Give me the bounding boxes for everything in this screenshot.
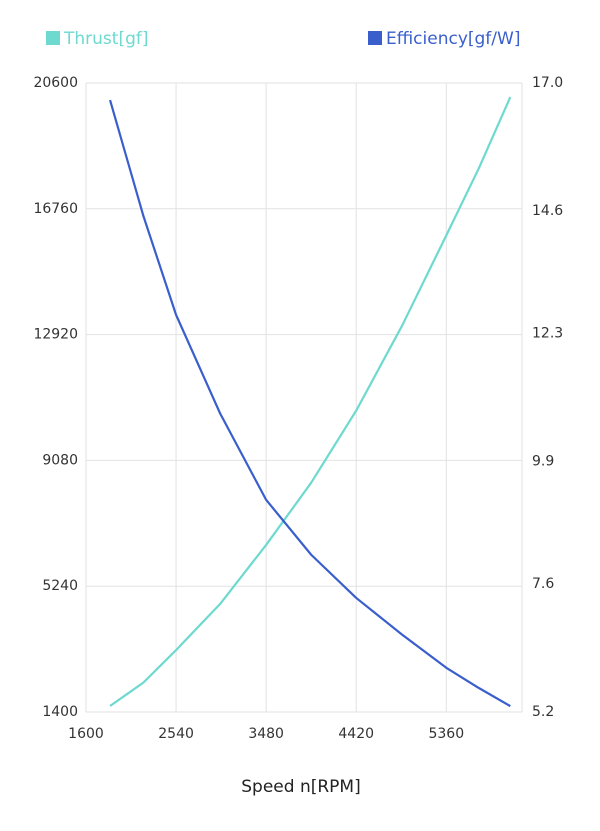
series-line — [109, 96, 512, 707]
y2-tick-label: 17.0 — [532, 75, 563, 91]
series-line — [108, 99, 511, 708]
x-tick-label: 5360 — [428, 726, 464, 742]
x-tick-label: 2540 — [158, 726, 194, 742]
x-tick-label: 4420 — [338, 726, 374, 742]
legend-label: Thrust[gf] — [63, 29, 149, 49]
x-tick-label: 3480 — [248, 726, 284, 742]
x-axis-label: Speed n[RPM] — [241, 777, 360, 797]
y2-tick-label: 14.6 — [532, 203, 563, 219]
y2-tick-label: 9.9 — [532, 453, 554, 469]
y-tick-label: 9080 — [42, 452, 78, 468]
y-tick-label: 20600 — [33, 75, 78, 91]
y-tick-label: 1400 — [42, 704, 78, 720]
y-tick-label: 5240 — [42, 578, 78, 594]
y2-tick-label: 5.2 — [532, 704, 554, 720]
legend-label: Efficiency[gf/W] — [386, 29, 520, 49]
y2-tick-label: 7.6 — [532, 576, 554, 592]
y2-tick-label: 12.3 — [532, 326, 563, 342]
legend-swatch — [368, 31, 382, 45]
legend-swatch — [46, 31, 60, 45]
x-tick-label: 1600 — [68, 726, 104, 742]
y-tick-label: 12920 — [33, 327, 78, 343]
y-tick-label: 16760 — [33, 201, 78, 217]
